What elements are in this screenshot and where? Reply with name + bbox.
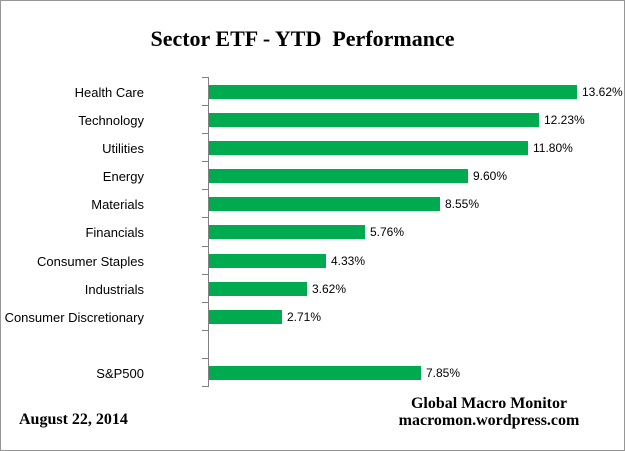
category-label: Materials (91, 197, 144, 212)
chart-title: Sector ETF - YTD Performance (150, 26, 455, 51)
category-label: Energy (102, 169, 144, 184)
axis-tick (202, 189, 209, 190)
value-label: 7.85% (426, 366, 461, 380)
axis-tick (202, 161, 209, 162)
value-label: 12.23% (544, 113, 585, 127)
category-axis-line (208, 77, 209, 386)
credit-line-1: Global Macro Monitor (410, 395, 568, 412)
category-label: Technology (78, 113, 144, 128)
category-label: Financials (85, 225, 144, 240)
bar (209, 225, 365, 239)
axis-tick (202, 246, 209, 247)
bar (209, 85, 577, 99)
bar (209, 366, 421, 380)
bar (209, 169, 468, 183)
axis-tick (202, 330, 209, 331)
bar (209, 310, 282, 324)
bar (209, 113, 539, 127)
value-label: 4.33% (331, 254, 366, 268)
date-label: August 22, 2014 (19, 411, 128, 428)
bar (209, 282, 307, 296)
axis-tick (202, 105, 209, 106)
axis-tick (202, 386, 209, 387)
category-label: Health Care (74, 85, 144, 100)
axis-tick (202, 302, 209, 303)
axis-tick (202, 217, 209, 218)
category-label: Consumer Staples (37, 254, 144, 269)
value-label: 2.71% (287, 310, 322, 324)
value-label: 8.55% (445, 197, 480, 211)
bar (209, 141, 528, 155)
category-label: Consumer Discretionary (4, 310, 144, 325)
category-label: Utilities (102, 141, 144, 156)
category-label: S&P500 (96, 366, 144, 381)
category-label: Industrials (84, 282, 144, 297)
value-label: 5.76% (370, 225, 405, 239)
axis-tick (202, 358, 209, 359)
axis-tick (202, 274, 209, 275)
value-label: 13.62% (582, 85, 623, 99)
axis-tick (202, 133, 209, 134)
credit-line-2: macromon.wordpress.com (398, 412, 580, 429)
value-label: 9.60% (473, 169, 508, 183)
value-label: 3.62% (312, 282, 347, 296)
credit-block: Global Macro Monitor macromon.wordpress.… (369, 395, 609, 429)
value-label: 11.80% (533, 141, 573, 155)
axis-tick (202, 77, 209, 78)
bar (209, 197, 440, 211)
bar (209, 254, 326, 268)
